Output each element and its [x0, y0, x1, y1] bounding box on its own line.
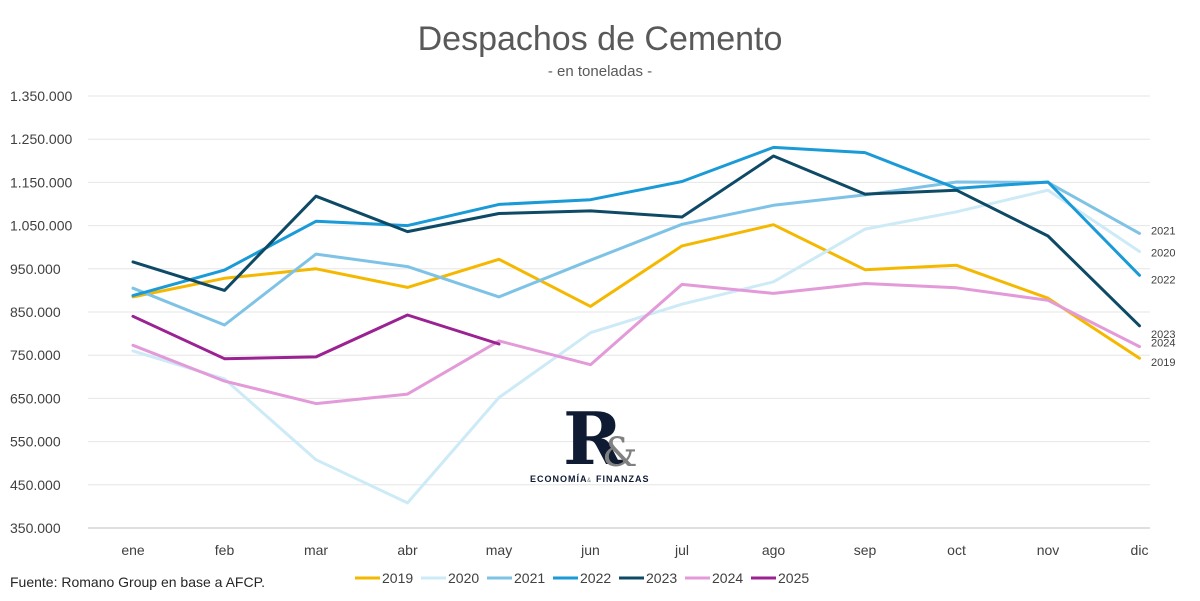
legend-label-2024: 2024	[712, 570, 743, 586]
logo-text-left: ECONOMÍA	[530, 474, 588, 484]
y-tick-label: 550.000	[10, 434, 61, 450]
y-tick-label: 1.350.000	[10, 88, 72, 104]
chart-title: Despachos de Cemento	[418, 20, 783, 58]
series-line-2023	[131, 154, 1141, 328]
x-tick-label: mar	[304, 542, 328, 558]
legend-label-2021: 2021	[514, 570, 545, 586]
legend-label-2022: 2022	[580, 570, 611, 586]
x-tick-label: abr	[397, 542, 418, 558]
y-tick-label: 1.150.000	[10, 174, 72, 190]
x-tick-label: jul	[674, 542, 689, 558]
end-label-2023: 2023	[1151, 329, 1175, 341]
legend-label-2020: 2020	[448, 570, 479, 586]
grid	[88, 95, 1150, 529]
logo: R & ECONOMÍA & FINANZAS	[530, 396, 650, 484]
y-tick-label: 650.000	[10, 390, 61, 406]
x-tick-label: jun	[580, 542, 600, 558]
x-axis: ene feb mar abr may jun jul ago sep oct nov dic	[121, 542, 1148, 558]
end-label-2019: 2019	[1151, 357, 1175, 369]
end-label-2022: 2022	[1151, 274, 1175, 286]
series-line-2021	[131, 180, 1141, 327]
y-tick-label: 750.000	[10, 347, 61, 363]
series-line-2024	[131, 282, 1141, 406]
logo-letter: R	[563, 396, 624, 481]
x-tick-label: ago	[762, 542, 786, 558]
x-tick-label: may	[486, 542, 512, 558]
y-tick-label: 1.250.000	[10, 131, 72, 147]
series-line-2025	[131, 313, 501, 361]
x-tick-label: feb	[215, 542, 235, 558]
series-line-2019	[131, 223, 1141, 360]
x-tick-label: ene	[121, 542, 145, 558]
end-label-2020: 2020	[1151, 248, 1175, 260]
legend-label-2019: 2019	[382, 570, 413, 586]
legend-label-2023: 2023	[646, 570, 677, 586]
chart-subtitle: - en toneladas -	[548, 63, 652, 80]
end-label-2021: 2021	[1151, 225, 1175, 237]
x-tick-label: oct	[947, 542, 966, 558]
series	[131, 145, 1141, 505]
y-axis: 350.000 450.000 550.000 650.000 750.000 850.0…	[10, 88, 72, 536]
legend: 2019 2020 2021 2022 2023 2024 2025	[355, 570, 809, 586]
y-tick-label: 950.000	[10, 261, 61, 277]
y-tick-label: 850.000	[10, 304, 61, 320]
series-line-2020	[131, 188, 1141, 505]
y-tick-label: 350.000	[10, 520, 61, 536]
source-note: Fuente: Romano Group en base a AFCP.	[10, 574, 265, 590]
x-tick-label: dic	[1131, 542, 1149, 558]
logo-text-amp: &	[587, 478, 591, 484]
series-line-2022	[131, 145, 1141, 298]
logo-text-right: FINANZAS	[596, 474, 650, 484]
legend-label-2025: 2025	[778, 570, 809, 586]
y-tick-label: 1.050.000	[10, 218, 72, 234]
logo-ampersand: &	[602, 430, 638, 476]
y-tick-label: 450.000	[10, 477, 61, 493]
end-label-2024: 2024	[1151, 338, 1175, 350]
x-tick-label: nov	[1037, 542, 1060, 558]
x-tick-label: sep	[854, 542, 877, 558]
